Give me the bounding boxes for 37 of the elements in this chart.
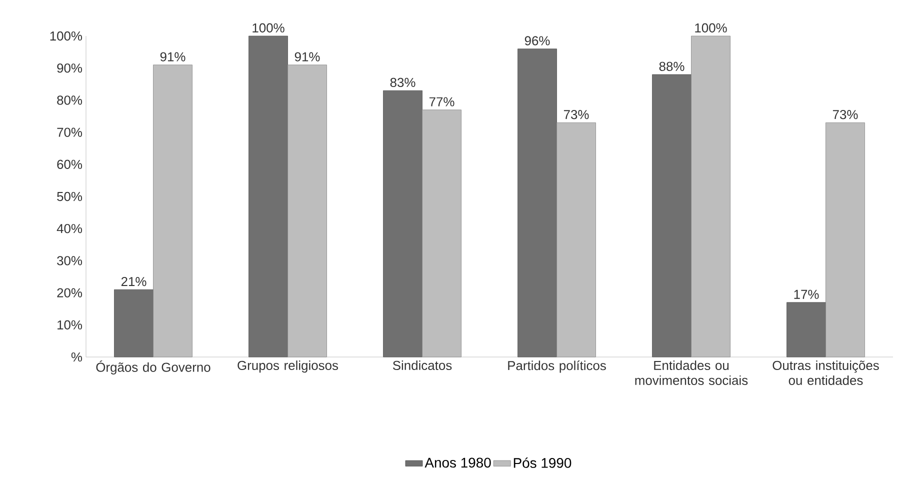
x-tick-label: Partidos políticos [508,360,606,373]
y-tick-label: 30% [57,256,82,266]
y-tick-label: 50% [57,192,82,202]
legend-label: Pós 1990 [514,457,572,468]
y-tick-label: 100% [50,31,82,41]
bar [518,48,557,358]
data-label: 96% [524,36,550,46]
data-label: 88% [659,62,684,71]
x-tick-label: Grupos religiosos [238,360,338,373]
y-tick-label: 20% [57,288,82,298]
bar [786,302,826,358]
data-label: 91% [294,52,320,62]
y-tick-label: 60% [57,160,82,169]
data-label: 21% [121,276,146,286]
y-tick-label: 90% [57,64,82,73]
bar [114,289,154,358]
x-tick-label: Outras instituições ou entidades [772,360,879,385]
data-label: 83% [390,78,416,88]
x-tick-label: Órgãos do Governo [96,360,210,374]
y-tick-label: 80% [57,96,82,105]
data-label: 17% [794,290,819,299]
data-label: 73% [832,110,858,120]
data-label: 100% [695,23,727,32]
y-tick-label: 10% [58,320,82,330]
y-tick-label: 40% [56,224,82,234]
data-label: 73% [564,110,589,120]
data-label: 91% [160,52,186,62]
x-tick-label: Sindicatos [392,360,452,370]
bar [248,36,288,358]
bar [383,90,422,358]
legend-label: Anos 1980 [424,458,491,468]
x-tick-label: Entidades ou movimentos sociais [635,360,748,385]
y-tick-label: 70% [57,128,82,137]
data-label: 77% [429,97,454,106]
data-label: 100% [252,23,284,32]
bar [652,74,692,358]
y-tick-label: % [71,352,82,362]
